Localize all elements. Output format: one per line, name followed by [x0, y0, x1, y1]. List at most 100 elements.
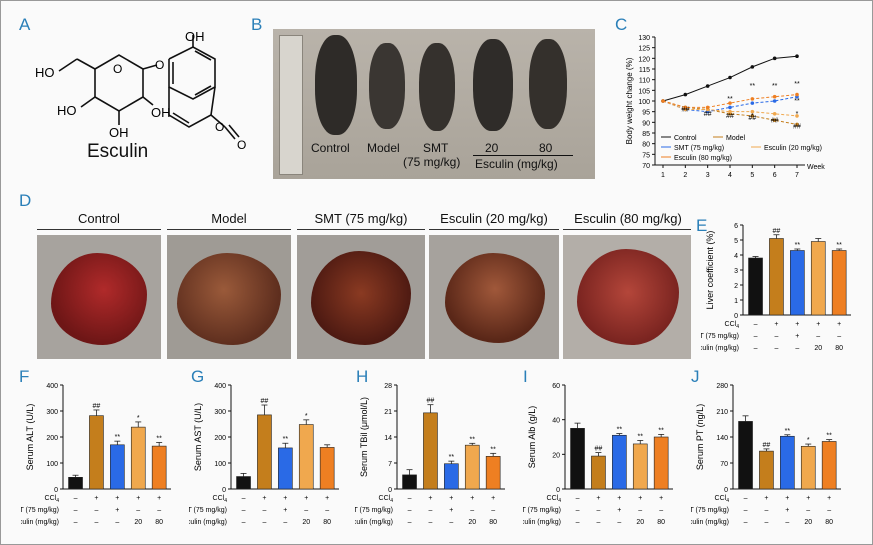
bar: [319, 447, 335, 490]
y-tick-label: 300: [214, 409, 226, 416]
series-point: [750, 109, 755, 114]
smt-label: SMT (75 mg/kg): [355, 507, 393, 514]
bar: [612, 434, 627, 490]
y-tick-label: 400: [46, 383, 58, 390]
liver-photo-smt: [297, 235, 425, 359]
smt-value: –: [136, 507, 140, 514]
esculin-value: –: [744, 519, 748, 526]
smt-value: +: [115, 507, 119, 514]
significance-mark: **: [490, 446, 496, 453]
ccl4-value: +: [596, 495, 600, 502]
ccl4-value: +: [795, 321, 799, 328]
bar: [748, 257, 763, 316]
y-tick-label: 7: [388, 461, 392, 468]
liver-photo-control: [37, 235, 161, 359]
bar: [464, 444, 480, 490]
mouse-control: [315, 35, 357, 135]
smt-value: –: [325, 507, 329, 514]
esculin-value: 80: [155, 519, 163, 526]
ccl4-value: –: [74, 495, 78, 502]
y-tick-label: 0: [388, 487, 392, 494]
series-point: [728, 75, 732, 80]
y-tick-label: 0: [556, 487, 560, 494]
smt-value: –: [806, 507, 810, 514]
chart-e: 0 1 2 3 4 5 6 Liver coefficient (%) – – – ## + – – ** + +…: [701, 223, 851, 352]
b-label-esculin: Esculin (mg/kg): [475, 157, 558, 171]
y-axis-label: Serum AST (U/L): [193, 403, 203, 471]
bar: [110, 444, 125, 490]
chart-g: 0 100 200 300 400 Serum AST (U/L) – – – ## + – – ** + +…: [189, 383, 339, 526]
series-point: [683, 105, 688, 110]
series-point: [728, 109, 732, 114]
smt-value: –: [827, 507, 831, 514]
b-esculin-line: [473, 155, 573, 156]
ccl4-label: CCl4: [725, 321, 740, 330]
esculin-value: –: [283, 519, 287, 526]
b-label-smt-dose: (75 mg/kg): [403, 155, 461, 169]
smt-label: SMT (75 mg/kg): [691, 507, 729, 514]
y-tick-label: 40: [552, 418, 560, 425]
bar: [257, 414, 272, 490]
chart-c: 70 75 80 85 90 95 100 105 110 115 120 125 130 1 2 3 4 5 6 7…: [625, 35, 825, 179]
esculin-label: Esculin (mg/kg): [701, 345, 739, 352]
x-axis-label: Week: [807, 164, 825, 171]
x-tick-label: 1: [661, 172, 665, 179]
liver-model: [177, 253, 281, 345]
bar: [402, 474, 417, 490]
bar: [278, 447, 293, 490]
y-tick-label: 85: [642, 131, 650, 138]
y-tick-label: 80: [642, 142, 650, 149]
oh-1: HO: [57, 103, 77, 118]
y-tick-label: 140: [716, 435, 728, 442]
smt-value: +: [795, 333, 799, 340]
significance-mark: **: [785, 428, 791, 435]
significance-mark: ##: [773, 228, 781, 235]
mice-photo: Control Model SMT (75 mg/kg) 20 80 Escul…: [273, 29, 595, 179]
y-tick-label: 20: [552, 452, 560, 459]
esculin-value: –: [262, 519, 266, 526]
significance-mark: **: [617, 427, 623, 434]
y-tick-label: 70: [720, 461, 728, 468]
series-point: [772, 99, 777, 103]
esculin-label: Esculin (mg/kg): [189, 519, 227, 526]
ccl4-value: +: [157, 495, 161, 502]
d-title-model: Model: [211, 211, 247, 226]
smt-value: –: [744, 507, 748, 514]
significance-mark: **: [772, 83, 778, 90]
esculin-value: –: [576, 519, 580, 526]
x-tick-label: 4: [728, 172, 732, 179]
smt-value: –: [576, 507, 580, 514]
ruler: [279, 35, 303, 175]
smt-value: –: [262, 507, 266, 514]
legend-label: Esculin (80 mg/kg): [674, 155, 732, 162]
series-point: [772, 56, 777, 61]
esculin-value: 20: [302, 519, 310, 526]
series-point: [795, 114, 799, 118]
esculin-value: 20: [814, 345, 822, 352]
bar: [653, 436, 669, 490]
ccl4-value: –: [754, 321, 758, 328]
smt-value: –: [304, 507, 308, 514]
legend-label: SMT (75 mg/kg): [674, 145, 724, 152]
ccl4-value: +: [304, 495, 308, 502]
liver-esc80: [577, 249, 679, 345]
panel-label-g: G: [191, 367, 205, 386]
y-tick-label: 120: [638, 56, 650, 63]
esculin-value: –: [774, 345, 778, 352]
y-tick-label: 14: [384, 435, 392, 442]
bar: [821, 441, 837, 490]
series-point: [705, 84, 710, 88]
significance-mark: ##: [93, 403, 101, 410]
significance-mark: *: [807, 437, 810, 444]
y-tick-label: 130: [638, 35, 650, 42]
bar: [831, 250, 847, 316]
y-tick-label: 95: [642, 110, 650, 117]
significance-mark: ##: [704, 111, 712, 118]
bar: [790, 250, 805, 316]
bar: [759, 450, 774, 490]
oh-3: OH: [151, 105, 171, 120]
x-tick-label: 7: [795, 172, 799, 179]
significance-mark: **: [156, 435, 162, 442]
liver-photo-model: [167, 235, 291, 359]
panel-label-a: A: [19, 15, 31, 34]
